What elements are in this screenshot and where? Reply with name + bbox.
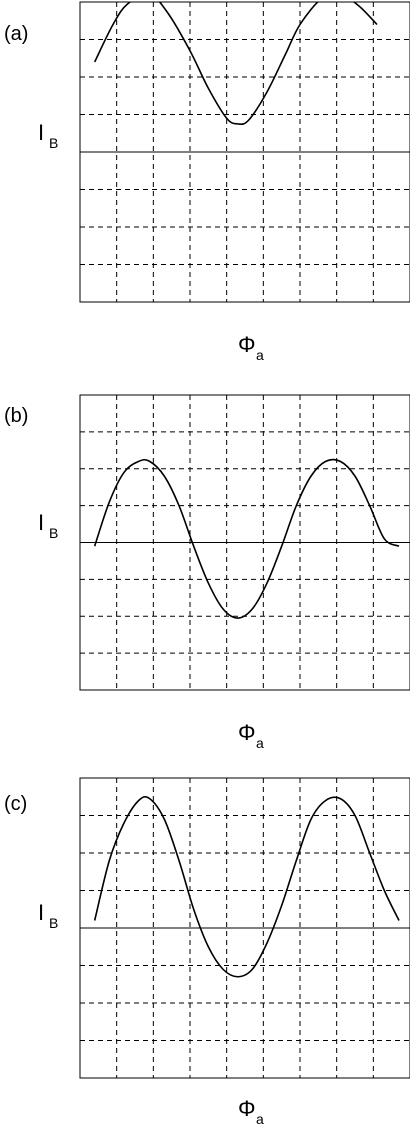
plot-frame: [79, 1, 410, 303]
x-axis-label-subscript: a: [256, 735, 264, 751]
y-axis-label: I: [38, 900, 44, 925]
y-axis-label-subscript: B: [49, 915, 58, 931]
x-axis-label: Φ: [238, 332, 256, 357]
panel-1: (a) I B Φ a: [4, 1, 410, 363]
plot-frame: [79, 394, 410, 691]
y-axis-label-subscript: B: [49, 135, 58, 151]
x-axis-label-subscript: a: [256, 1111, 264, 1126]
series-line: [93, 458, 400, 619]
panels: (a)I BΦ a(b)I BΦ a(c)I BΦ a: [4, 1, 410, 1126]
y-axis-label: I: [38, 120, 44, 145]
x-axis-label: Φ: [238, 720, 256, 745]
plot-frame: [79, 777, 410, 1079]
series-line: [93, 2, 378, 126]
x-axis-label: Φ: [238, 1096, 256, 1121]
panel-label: (c): [4, 793, 27, 815]
panel-label: (b): [4, 405, 28, 427]
panel-label: (a): [4, 23, 28, 45]
panel-3: (c) I B Φ a: [4, 777, 410, 1126]
y-axis-label-subscript: B: [49, 525, 58, 541]
x-axis-label-subscript: a: [256, 347, 264, 363]
series-line: [93, 795, 400, 978]
y-axis-label: I: [38, 510, 44, 535]
panel-2: (b) I B Φ a: [4, 394, 410, 751]
